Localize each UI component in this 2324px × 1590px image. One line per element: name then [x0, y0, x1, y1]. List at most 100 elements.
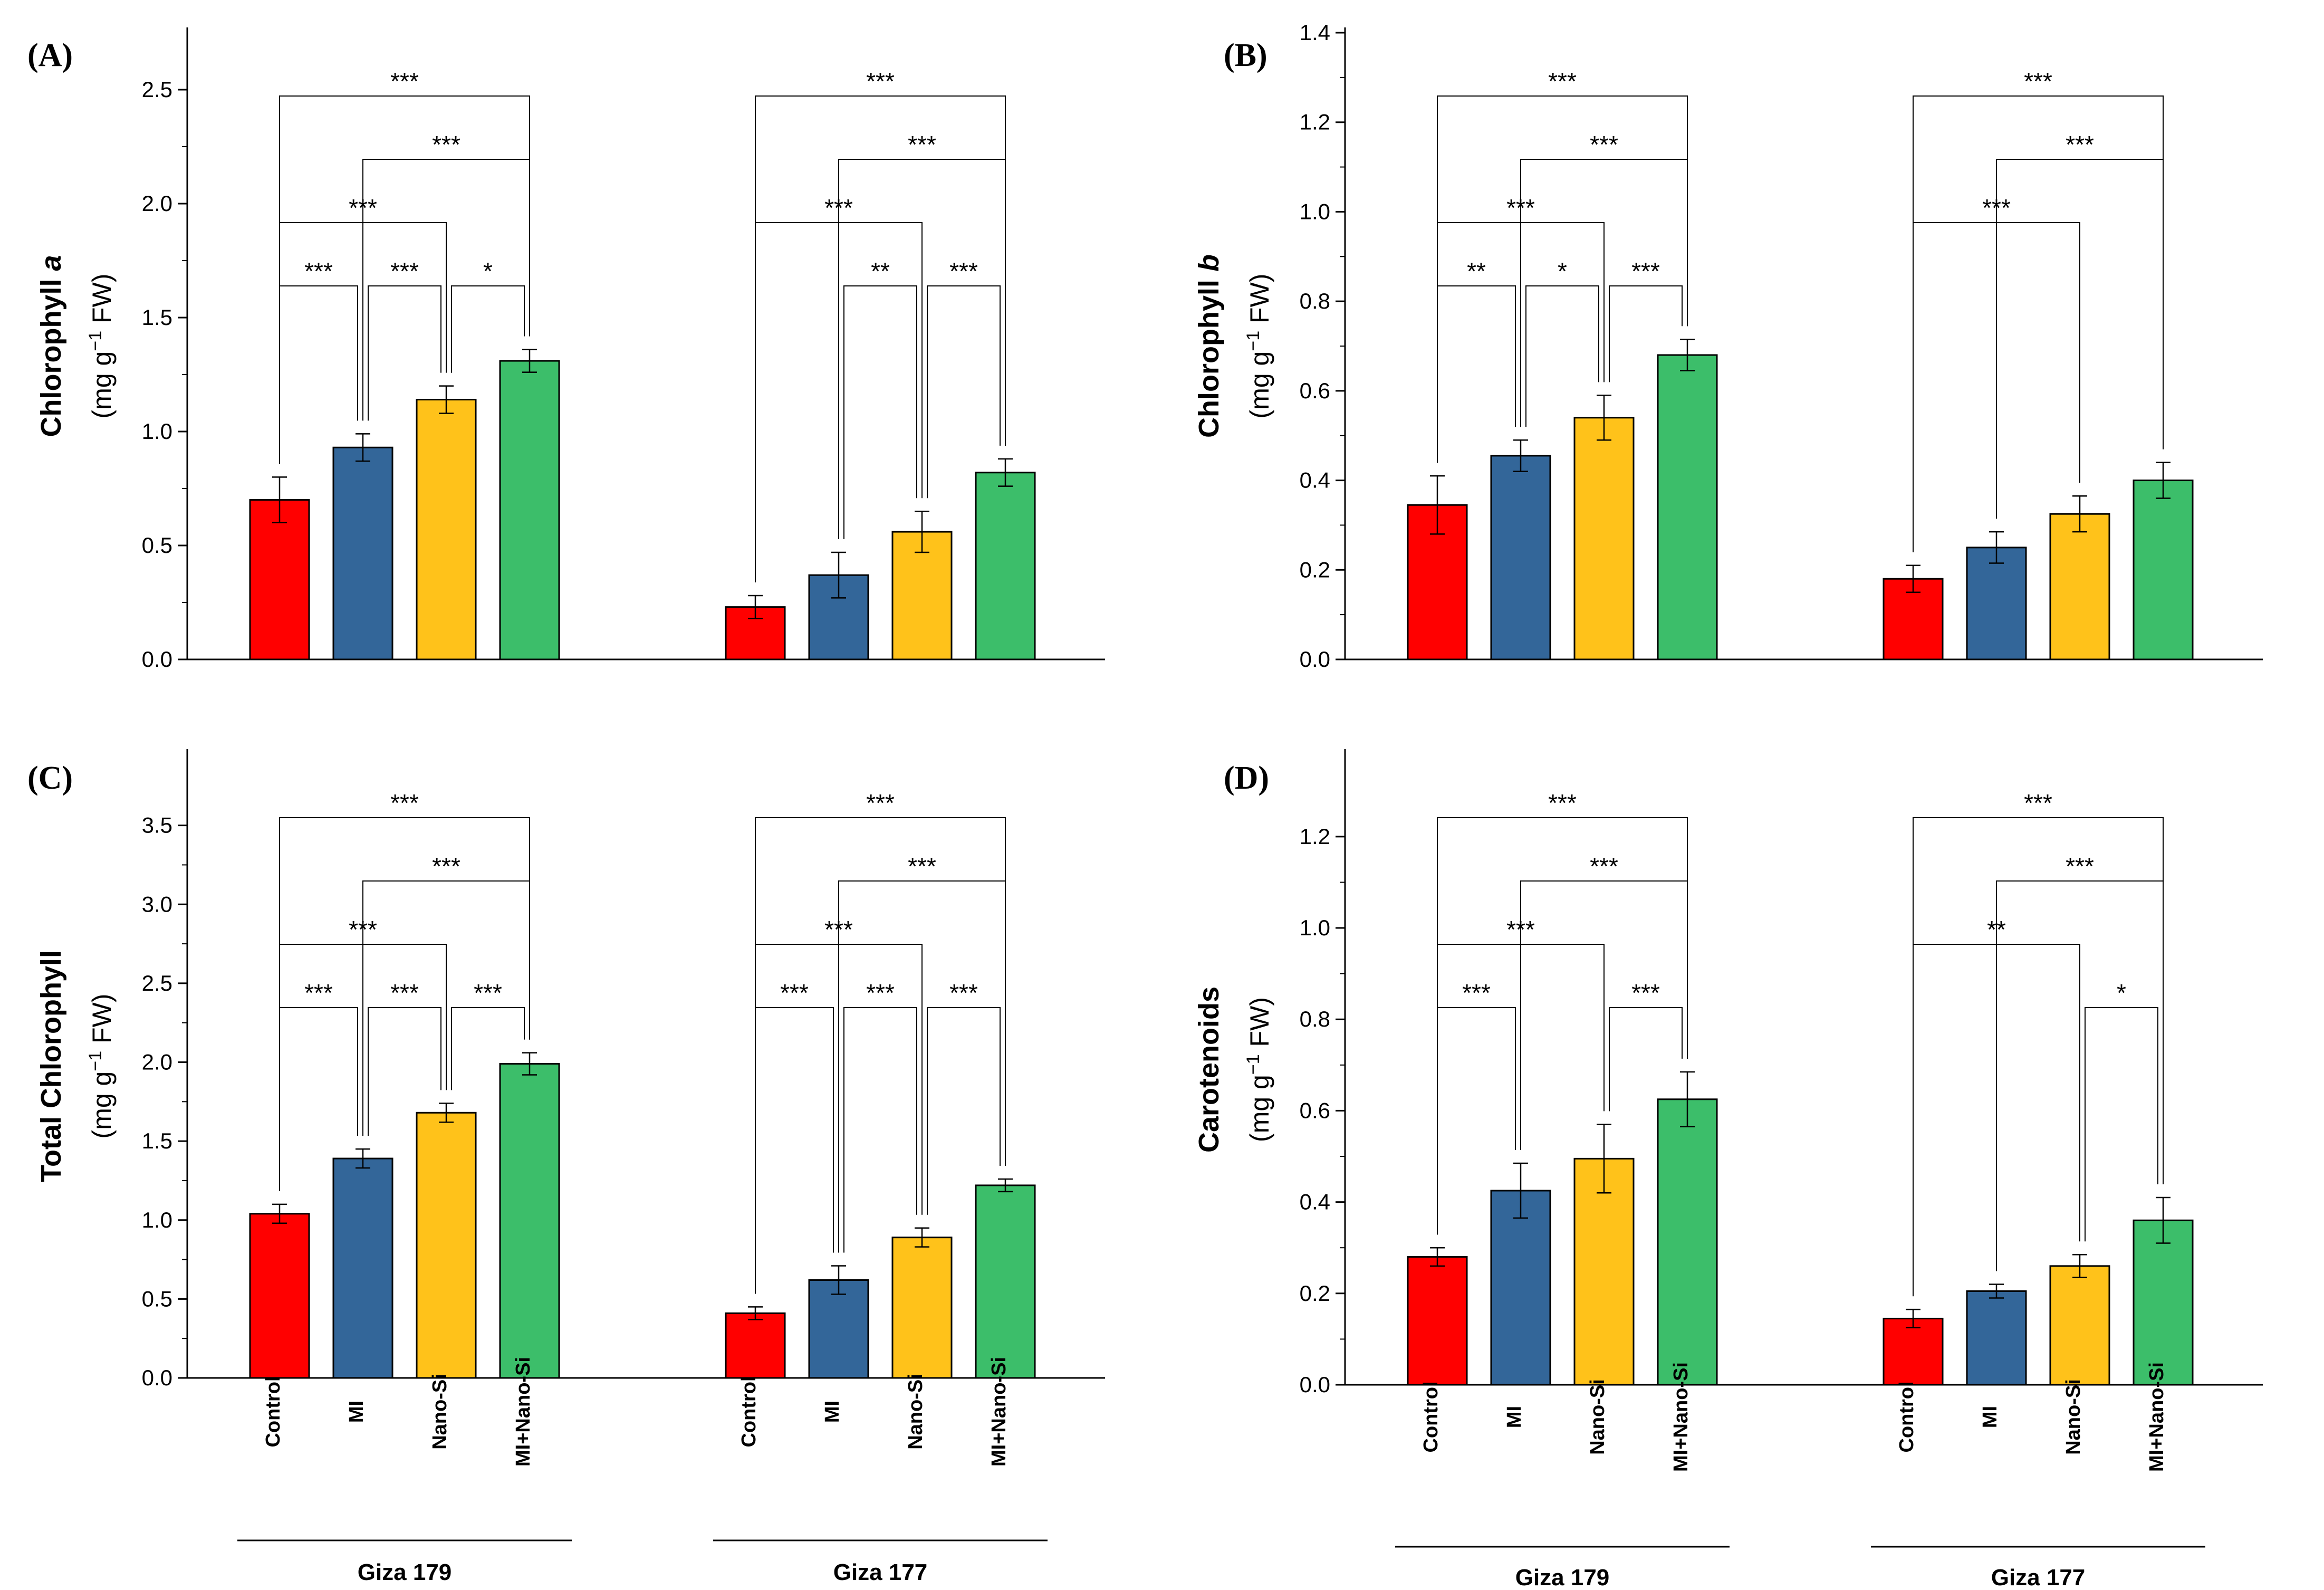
significance-label: *** — [1631, 979, 1660, 1007]
bar-group-2: *********ControlMINano-SiMI+Nano-SiGiza … — [1883, 68, 2194, 660]
category-label: MI+Nano-Si — [512, 1357, 534, 1467]
y-axis-title-italic: b — [1193, 254, 1225, 272]
y-tick-label: 0.6 — [1300, 378, 1330, 403]
significance-label: *** — [866, 68, 895, 95]
category-label: Nano-Si — [1587, 1379, 1609, 1455]
bar — [1657, 354, 1718, 660]
y-axis-unit: (mg g−1 FW) — [85, 994, 117, 1139]
category-label: MI — [1979, 1406, 2001, 1428]
significance-label: *** — [304, 979, 333, 1007]
group-label: Giza 179 — [1515, 1565, 1610, 1590]
significance-label: *** — [908, 131, 936, 158]
bar — [249, 499, 310, 660]
significance-label: ** — [871, 257, 890, 285]
category-label: MI+Nano-Si — [2146, 1362, 2168, 1472]
significance-label: * — [2117, 979, 2126, 1007]
bar — [2133, 480, 2194, 660]
category-label: Control — [1420, 1381, 1442, 1452]
bar — [1966, 547, 2027, 660]
significance-label: * — [483, 257, 493, 285]
significance-bracket — [1996, 880, 2164, 1271]
significance-bracket — [1520, 159, 1688, 427]
y-axis-unit-post: FW) — [87, 274, 117, 331]
y-axis-unit: (mg g−1 FW) — [85, 274, 117, 419]
significance-bracket — [1609, 285, 1683, 382]
y-tick-label: 1.0 — [142, 1208, 172, 1232]
y-tick-label: 1.0 — [142, 419, 172, 444]
bar — [725, 1312, 786, 1379]
significance-label: *** — [1590, 131, 1618, 158]
bar — [1407, 1256, 1468, 1386]
bar — [1573, 1157, 1635, 1386]
category-label: Control — [1896, 1381, 1918, 1452]
panel-label: (D) — [1224, 760, 1269, 796]
bar — [1883, 1317, 1944, 1386]
chart-panel-3: (C) 0.0 0.5 1.0 1.5 2.0 2.5 3.0 3.5 Total Chlorop… — [27, 749, 1105, 1585]
bar-group-2: *** *** *** *** *** *** Control MI Nano-Si MI+Nan… — [713, 789, 1048, 1585]
chart-panel-1: (A) 0.0 0.5 1.0 1.5 2.0 2.5 Chlorophyll a (mg g−… — [27, 27, 1105, 672]
significance-bracket — [1913, 95, 2164, 552]
bar — [1490, 1190, 1551, 1386]
bar — [1966, 1290, 2027, 1386]
y-axis-unit-pre: (mg g — [1245, 1075, 1274, 1142]
category-label: MI — [345, 1401, 368, 1423]
group-label: Giza 177 — [833, 1559, 928, 1585]
bar — [499, 1063, 560, 1379]
significance-bracket — [279, 285, 358, 464]
y-tick-label: 0.8 — [1300, 1007, 1330, 1031]
category-label: MI+Nano-Si — [988, 1357, 1010, 1467]
y-axis-unit: (mg g−1 FW) — [1243, 274, 1274, 419]
bar — [2049, 513, 2110, 660]
bar-group-1: *** *** *** *** *** *** Control MI Nano-Si MI+Nan… — [237, 789, 572, 1585]
significance-bracket — [755, 817, 1006, 1294]
panel-label: (C) — [27, 760, 73, 796]
y-tick-label: 1.2 — [1300, 824, 1330, 849]
y-axis-unit-post: FW) — [87, 994, 117, 1051]
significance-bracket — [451, 285, 525, 373]
significance-bracket — [1525, 285, 1599, 427]
significance-label: *** — [908, 853, 936, 880]
significance-label: *** — [2066, 853, 2094, 880]
significance-bracket — [1437, 285, 1516, 463]
significance-bracket — [843, 285, 917, 539]
bar — [975, 1184, 1036, 1379]
bar — [808, 1279, 869, 1379]
significance-bracket — [1913, 944, 2080, 1297]
y-tick-label: 1.5 — [142, 305, 172, 330]
significance-label: *** — [2024, 68, 2052, 95]
significance-label: *** — [2024, 789, 2052, 817]
bar-group-2: **************ControlMINano-SiMI+Nano-Si… — [725, 68, 1036, 660]
significance-bracket — [843, 1007, 917, 1253]
bar — [2133, 1219, 2194, 1386]
y-axis-unit-pre: (mg g — [87, 1071, 117, 1139]
y-axis-unit-pre: (mg g — [1245, 351, 1274, 419]
significance-label: *** — [1590, 853, 1618, 880]
significance-bracket — [838, 159, 1006, 539]
y-axis-unit-sup: −1 — [85, 331, 105, 351]
significance-bracket — [755, 1007, 834, 1294]
y-axis-unit-sup: −1 — [1243, 1054, 1263, 1075]
y-tick-label: 0.8 — [1300, 289, 1330, 313]
y-tick-label: 0.5 — [142, 533, 172, 558]
y-tick-label: 0.0 — [142, 647, 172, 672]
chart-panel-4: (D) 0.0 0.2 0.4 0.6 0.8 1.0 1.2 Carotenoids (mg g… — [1193, 749, 2263, 1590]
significance-bracket — [362, 880, 530, 1136]
bar — [499, 360, 560, 660]
significance-label: *** — [866, 979, 895, 1007]
category-label: MI — [821, 1401, 843, 1423]
significance-bracket — [362, 159, 530, 421]
bar — [1657, 1098, 1718, 1386]
significance-bracket — [755, 95, 1006, 583]
bar-group-1: ****************ControlMINano-SiMI+Nano-… — [249, 68, 560, 660]
y-tick-label: 2.5 — [142, 77, 172, 102]
bar — [2049, 1265, 2110, 1386]
chart-panel-2: (B) 0.0 0.2 0.4 0.6 0.8 1.0 1.2 1.4 Chlorophyll b… — [1193, 20, 2263, 672]
y-tick-label: 0.0 — [1300, 1372, 1330, 1397]
significance-bracket — [927, 285, 1001, 499]
group-label: Giza 177 — [1991, 1565, 2086, 1590]
y-axis-title-main: Chlorophyll — [35, 271, 67, 437]
significance-label: *** — [474, 979, 502, 1007]
significance-label: *** — [824, 194, 853, 222]
y-tick-label: 3.5 — [142, 813, 172, 838]
